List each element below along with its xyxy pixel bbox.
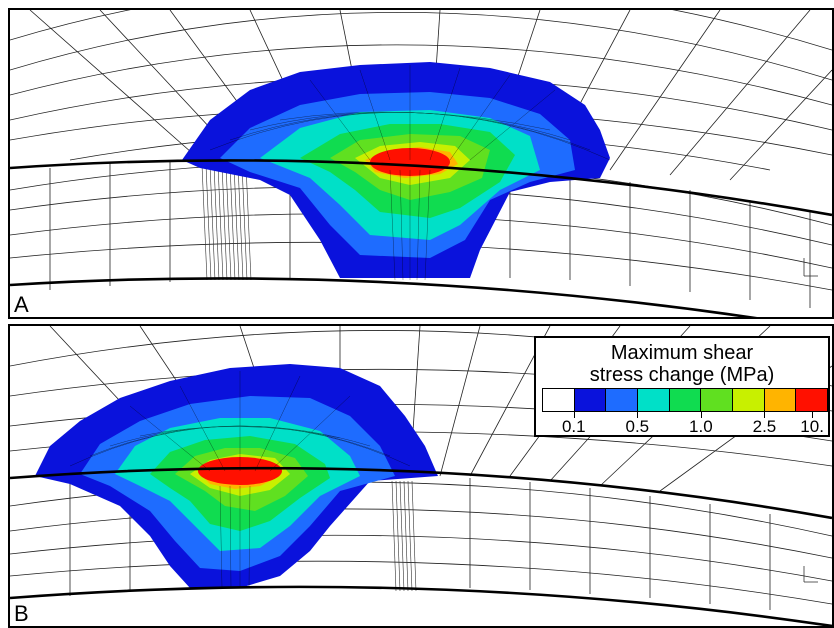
- panel-a: A: [8, 8, 834, 319]
- legend-swatch: [574, 389, 607, 411]
- legend-tick: [700, 412, 702, 418]
- stress-map-b: [10, 326, 832, 626]
- legend-title-line1: Maximum shear: [610, 342, 754, 364]
- legend-swatch: [796, 389, 828, 411]
- legend-swatch: [669, 389, 702, 411]
- legend-swatch: [733, 389, 765, 411]
- panel-b-label: B: [14, 601, 29, 626]
- legend-tick-label: 2.5: [752, 417, 777, 436]
- legend-swatch: [701, 389, 734, 411]
- panel-b: Maximum shear stress change (MPa) 0.1 0.5…: [8, 324, 834, 628]
- legend-tick-label: 0.5: [625, 417, 650, 436]
- color-legend: Maximum shear stress change (MPa) 0.1 0.5…: [534, 336, 830, 437]
- legend-tick: [573, 412, 575, 418]
- legend-swatch: [638, 389, 670, 411]
- legend-tick: [637, 412, 639, 418]
- legend-swatch: [606, 389, 639, 411]
- legend-swatch: [543, 389, 575, 411]
- legend-color-bar: [542, 388, 828, 412]
- legend-tick-label: 10.: [800, 417, 824, 436]
- legend-title-line2: stress change (MPa): [589, 364, 775, 386]
- legend-tick: [812, 412, 814, 418]
- legend-tick: [764, 412, 766, 418]
- legend-swatch: [764, 389, 797, 411]
- legend-tick-label: 1.0: [689, 417, 713, 436]
- stress-map-a: [10, 10, 832, 317]
- legend-tick-label: 0.1: [561, 417, 586, 436]
- panel-a-label: A: [14, 292, 29, 317]
